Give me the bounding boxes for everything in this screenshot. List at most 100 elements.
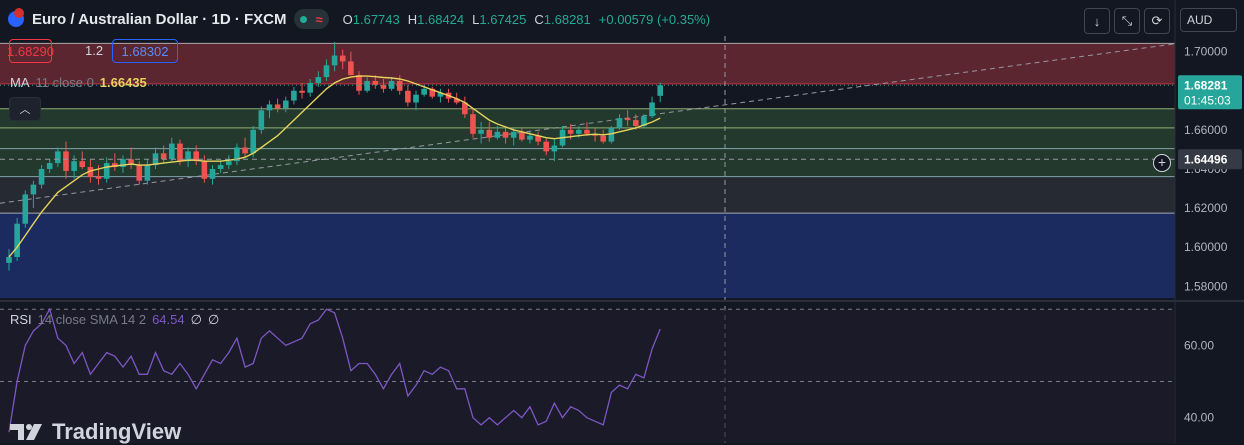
candle-body (46, 163, 53, 169)
candle-body (274, 104, 281, 109)
candle-body (462, 102, 468, 115)
candle-body (209, 168, 216, 179)
candle-body (331, 55, 338, 66)
reset-chart-button[interactable]: ⟳ (1144, 8, 1170, 34)
candle-body (258, 110, 265, 130)
candle-body (388, 80, 395, 89)
candle-body (624, 118, 631, 121)
candle-body (120, 159, 126, 168)
candle-body (103, 163, 110, 179)
crosshair-price-value: 1.64496 (1184, 152, 1228, 166)
candle-body (437, 92, 444, 97)
candle-body (372, 80, 379, 85)
rsi-legend[interactable]: RSI 14 close SMA 14 2 64.54 ∅ ∅ (10, 312, 219, 328)
candle-body (14, 223, 20, 257)
last-price-value: 1.68281 (1184, 78, 1228, 92)
candle-body (160, 153, 167, 160)
price-zone-green (0, 108, 1175, 128)
symbol-title[interactable]: Euro / Australian Dollar · 1D · FXCM (32, 10, 287, 28)
candle-body (380, 84, 387, 89)
symbol-flag-icon (8, 8, 24, 27)
candle-body (584, 129, 590, 134)
ohlc-open: O1.67743 (342, 11, 400, 27)
tradingview-logo[interactable]: TradingView (10, 419, 181, 445)
candle-body (201, 161, 208, 179)
candle-body (217, 165, 224, 169)
market-open-dot-icon (300, 15, 308, 23)
ma-legend-name: MA (10, 75, 30, 90)
buy-price-button[interactable]: 1.68302 (112, 39, 178, 63)
candle-body (193, 151, 200, 162)
candle-body (527, 135, 533, 140)
market-status-badge[interactable]: ≈ (294, 9, 329, 29)
candle-body (266, 104, 273, 111)
candle-body (641, 116, 647, 126)
scroll-down-button[interactable]: ↓ (1084, 8, 1110, 34)
candle-body (234, 147, 240, 162)
currency-selector[interactable]: AUD (1180, 8, 1237, 32)
rsi-legend-na-2: ∅ (207, 312, 220, 327)
rsi-legend-name: RSI (10, 312, 32, 327)
ohlc-values: O1.67743 H1.68424 L1.67425 C1.68281 +0.0… (343, 12, 710, 27)
candle-body (136, 165, 143, 181)
ohlc-high: H1.68424 (407, 11, 465, 27)
candle-body (470, 114, 476, 134)
ma-legend-params: 11 close 0 (35, 75, 94, 90)
symbol-header: Euro / Australian Dollar · 1D · FXCM ≈ O… (8, 8, 710, 29)
candle-body (323, 65, 330, 78)
price-axis-tick-label: 1.60000 (1184, 240, 1228, 254)
candle-body (299, 90, 305, 93)
rsi-legend-params: 14 close SMA 14 2 (37, 312, 147, 327)
pane-separator[interactable] (0, 300, 1244, 302)
ma-legend[interactable]: MA 11 close 0 1.66435 (10, 75, 147, 90)
candle-body (632, 120, 639, 126)
price-axis-tick-label: 1.62000 (1184, 201, 1228, 215)
candle-body (486, 129, 493, 138)
crosshair-plus-icon[interactable]: + (1153, 154, 1171, 172)
candle-body (95, 176, 102, 179)
ma-line (8, 75, 661, 258)
spread-value: 1.2 (85, 43, 104, 58)
currency-label: AUD (1187, 13, 1213, 27)
candle-body (225, 161, 232, 166)
data-delay-icon: ≈ (315, 11, 323, 27)
candle-body (478, 129, 484, 134)
candle-body (551, 145, 558, 152)
candle-body (282, 100, 289, 109)
candle-body (405, 90, 411, 103)
candle-body (55, 151, 61, 164)
candle-body (356, 75, 362, 91)
candle-body (576, 129, 582, 134)
candle-body (112, 163, 118, 168)
candle-body (87, 167, 94, 177)
candle-body (185, 151, 191, 162)
candle-body (250, 129, 256, 154)
candle-body (364, 80, 370, 91)
fullscreen-button[interactable]: ⤡ (1114, 8, 1140, 34)
candle-body (657, 85, 663, 96)
candle-body (413, 94, 419, 103)
ohlc-change: +0.00579 (+0.35%) (598, 11, 711, 27)
candle-body (535, 135, 541, 142)
candle-body (649, 102, 655, 117)
rsi-band (0, 309, 1175, 443)
candle-body (71, 161, 77, 171)
price-zone-gray (0, 176, 1175, 214)
candle-body (494, 131, 501, 138)
last-price-tag (1178, 75, 1242, 110)
ohlc-close: C1.68281 (534, 11, 591, 27)
candle-body (22, 194, 29, 224)
rsi-axis-tick-label: 60.00 (1184, 338, 1214, 352)
collapse-legend-button[interactable]: ︿ (9, 97, 41, 121)
rsi-line (8, 307, 661, 433)
reset-icon: ⟳ (1151, 13, 1163, 28)
bar-countdown: 01:45:03 (1184, 93, 1231, 107)
sell-price-button[interactable]: 1.68290 (7, 39, 54, 63)
chevron-up-icon: ︿ (19, 104, 31, 116)
candle-body (567, 129, 574, 134)
candle-body (608, 127, 615, 142)
candle-body (429, 88, 436, 97)
candle-body (307, 82, 313, 93)
